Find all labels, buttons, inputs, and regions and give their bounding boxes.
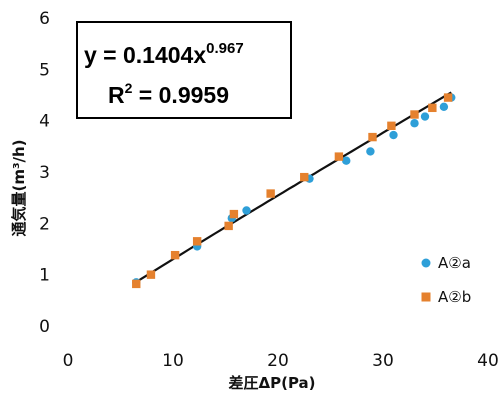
series-b [132,93,453,289]
legend-marker-square [421,292,431,302]
data-point-square [334,152,344,161]
x-tick-label: 40 [477,351,499,371]
r-squared-base: R [108,82,125,108]
y-tick-label: 5 [39,60,50,80]
x-tick-label: 30 [372,351,394,371]
data-point-square [132,279,141,289]
data-point-circle [439,102,449,112]
r-squared: R2 = 0.9959 [108,80,229,108]
data-point-square [266,189,275,198]
data-point-square [229,209,239,219]
y-axis-title: 通気量(m³/h) [10,139,28,236]
data-point-square [146,270,156,279]
x-tick-label: 10 [162,351,184,371]
y-tick-label: 6 [39,9,50,29]
r-squared-value: = 0.9959 [132,82,229,108]
fit-equation-exponent: 0.967 [206,40,244,57]
data-point-square [443,93,453,102]
y-tick-label: 4 [39,112,50,132]
r-squared-exponent: 2 [125,80,133,96]
fit-equation: y = 0.1404x0.967 [84,40,244,68]
data-point-circle [242,206,251,215]
trendline-layer [135,91,452,283]
data-point-circle [420,112,430,121]
data-point-square [387,121,396,130]
y-tick-label: 2 [39,214,50,234]
data-point-circle [410,119,419,128]
data-point-circle [389,130,398,140]
equation-box-frame [76,21,292,119]
series-a [132,93,456,287]
data-point-square [170,250,180,260]
trendline [135,91,452,283]
data-point-square [192,237,202,246]
fit-equation-base: y = 0.1404x [84,42,206,68]
data-point-circle [366,147,375,156]
y-tick-label: 0 [39,317,50,337]
points-layer [132,93,456,289]
data-point-square [300,172,309,182]
legend-label: A②a [438,254,471,272]
ticks-layer: 0 10 20 30 40 0 1 2 3 4 5 6 [39,9,499,371]
legend-marker-circle [421,258,431,268]
y-tick-label: 1 [39,266,50,286]
data-point-square [428,103,437,113]
legend: A②a A②b [421,254,471,306]
y-tick-label: 3 [39,163,50,183]
data-point-square [410,110,419,119]
x-tick-label: 0 [63,351,74,371]
x-axis-title: 差圧ΔP(Pa) [228,374,315,392]
data-point-circle [342,156,351,165]
x-tick-label: 20 [267,351,289,371]
data-point-square [224,221,233,231]
legend-label: A②b [438,288,471,306]
equation-box: y = 0.1404x0.967 R2 = 0.9959 [76,21,292,119]
data-point-square [368,132,377,142]
